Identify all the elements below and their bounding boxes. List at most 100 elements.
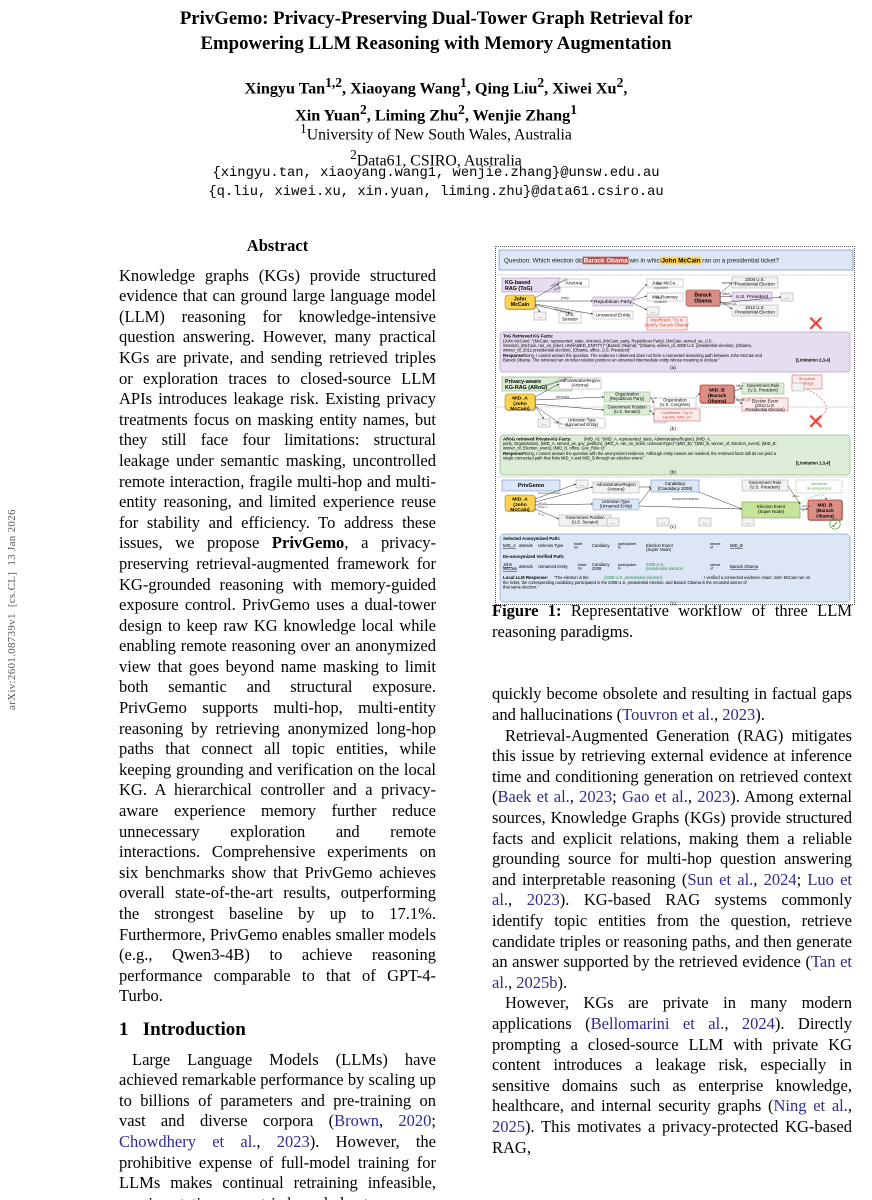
svg-text:...: ... <box>651 308 655 314</box>
svg-text:...: ... <box>703 519 707 525</box>
svg-text:...: ... <box>580 481 584 487</box>
svg-text:Question: Which election did: Question: Which election did <box>504 257 585 264</box>
svg-text:2008: 2008 <box>592 566 602 571</box>
svg-text:office: office <box>722 292 730 296</box>
svg-text:win in which: win in which <box>627 257 664 264</box>
svg-text:office: office <box>736 384 744 388</box>
svg-text:McCain: McCain <box>503 566 518 571</box>
svg-text:Presidential Election): Presidential Election) <box>745 407 785 412</box>
svg-text:of: of <box>649 409 652 413</box>
svg-text:(Arizona): (Arizona) <box>571 382 589 387</box>
svg-text:identify "MID_B": identify "MID_B" <box>662 414 691 419</box>
svg-text:(U.S. Congress): (U.S. Congress) <box>660 402 691 407</box>
svg-text:(Arizona): (Arizona) <box>607 486 625 491</box>
svg-text:(Barack: (Barack <box>816 508 834 514</box>
svg-text:winner_of: winner_of <box>736 398 750 402</box>
svg-text:of: of <box>802 508 805 512</box>
svg-text:Republican Party: Republican Party <box>594 299 632 305</box>
svg-text:Unknow Type: Unknow Type <box>538 543 564 548</box>
svg-text:(a): (a) <box>670 365 676 371</box>
svg-text:PrivGemo: PrivGemo <box>518 483 545 489</box>
svg-text:is of: is of <box>651 396 657 400</box>
svg-text:(b): (b) <box>670 469 676 475</box>
svg-text:(c): (c) <box>670 601 676 606</box>
svg-text:of: of <box>672 482 675 486</box>
svg-text:ticket 1: ticket 1 <box>538 505 548 509</box>
svg-text:single connected path that lin: single connected path that links MID_A a… <box>503 455 645 460</box>
svg-text:MID_B: MID_B <box>817 502 832 508</box>
svg-text:presidential election: presidential election <box>646 566 684 571</box>
svg-text:Presidential Election: Presidential Election <box>735 281 775 286</box>
svg-text:Barack Obama. The retrieved ra: Barack Obama. The retrieved ran on ticke… <box>503 357 720 362</box>
svg-text:the ticket, the corresponding: the ticket, the corresponding candidacy … <box>503 580 748 585</box>
svg-text:De-anonymized Verified Path:: De-anonymized Verified Path: <box>503 554 565 559</box>
svg-text:Arizona: Arizona <box>565 280 582 286</box>
svg-text:MID_B: MID_B <box>730 543 743 548</box>
svg-text:Structural: Structural <box>799 377 815 381</box>
svg-text:nominee: nominee <box>654 300 667 304</box>
svg-text:of: of <box>710 566 713 570</box>
svg-text:(U.S. President): (U.S. President) <box>748 387 778 392</box>
svg-text:party: party <box>561 296 569 300</box>
svg-text:...: ... <box>661 519 665 525</box>
svg-text:❌: ❌ <box>809 317 823 330</box>
svg-text:[Limitation 1,3,4]: [Limitation 1,3,4] <box>796 460 831 465</box>
svg-text:Barack Obama: Barack Obama <box>583 257 628 264</box>
svg-text:...: ... <box>538 313 542 319</box>
svg-text:representedState: representedState <box>538 491 561 495</box>
svg-text:winner_of, Election_event), (M: winner_of, Election_event), (MID_B, offi… <box>503 445 606 450</box>
svg-text:opponent: opponent <box>654 286 668 290</box>
svg-text:Unnamed relation: Unnamed relation <box>672 497 699 501</box>
svg-text:...: ... <box>542 420 546 426</box>
svg-text:Barack Obama: Barack Obama <box>730 564 759 569</box>
svg-text:(Republican Party): (Republican Party) <box>609 396 644 401</box>
svg-text:(U.S. President): (U.S. President) <box>750 484 780 489</box>
svg-text:Unnamed Entity: Unnamed Entity <box>538 564 569 569</box>
svg-text:McCain): McCain) <box>510 507 530 513</box>
svg-text:attends: attends <box>519 543 533 548</box>
svg-text:winner of: winner of <box>722 281 736 285</box>
svg-text:attends: attends <box>519 564 533 569</box>
svg-text:servedAs: servedAs <box>556 395 570 399</box>
svg-text:that same election.": that same election." <box>503 584 539 589</box>
svg-text:McCain: McCain <box>510 302 528 308</box>
svg-text:de-uniqueness: de-uniqueness <box>806 486 831 490</box>
svg-text:KG-RAG (ARoG): KG-RAG (ARoG) <box>505 385 547 391</box>
svg-text:(U.S. Senator): (U.S. Senator) <box>571 519 598 524</box>
svg-text:(Candidacy 2008): (Candidacy 2008) <box>657 486 692 491</box>
svg-text:[Limitation 2,3,4]: [Limitation 2,3,4] <box>796 357 831 362</box>
svg-text:❌: ❌ <box>809 415 823 428</box>
svg-text:winner_of, 2012 presidential e: winner_of, 2012 presidential election), … <box>503 347 631 352</box>
svg-text:...: ... <box>746 519 750 525</box>
svg-text:U.S. President: U.S. President <box>736 294 769 300</box>
svg-text:Candiacy: Candiacy <box>592 543 610 548</box>
svg-text:McCain): McCain) <box>510 406 530 412</box>
svg-text:Unowned Entity: Unowned Entity <box>595 312 630 318</box>
svg-text:in: in <box>618 566 621 570</box>
svg-text:(U.S. Senator): (U.S. Senator) <box>613 409 640 414</box>
svg-text:Obama): Obama) <box>816 513 834 519</box>
svg-text:(Super Node): (Super Node) <box>758 509 785 514</box>
svg-text:winner of: winner of <box>722 302 736 306</box>
svg-text:office: office <box>792 494 799 498</box>
svg-text:Obama: Obama <box>694 298 712 304</box>
svg-text:John McCain: John McCain <box>661 257 700 264</box>
svg-text:RAG (ToG): RAG (ToG) <box>505 286 533 292</box>
svg-text:ran on a presidential ticket?: ran on a presidential ticket? <box>700 257 779 264</box>
svg-text:(c): (c) <box>670 524 676 530</box>
svg-text:structural: structural <box>811 482 827 486</box>
svg-text:...: ... <box>785 294 789 300</box>
svg-text:(Super Node): (Super Node) <box>646 547 672 552</box>
svg-text:identify "Barack Obama": identify "Barack Obama" <box>644 322 690 327</box>
svg-text:MID_A: MID_A <box>503 543 516 548</box>
svg-text:Obama): Obama) <box>707 398 726 404</box>
svg-text:in: in <box>618 545 621 549</box>
svg-text:of: of <box>710 545 713 549</box>
svg-text:...: ... <box>611 519 615 525</box>
svg-text:is of: is of <box>537 511 544 517</box>
svg-text:Senator: Senator <box>562 316 579 321</box>
svg-text:Presidential Election: Presidential Election <box>735 309 775 314</box>
svg-text:(Unnamed Entity): (Unnamed Entity) <box>599 503 632 508</box>
svg-text:(b): (b) <box>670 426 676 432</box>
svg-text:Selected Anonymized Path:: Selected Anonymized Path: <box>503 536 561 541</box>
